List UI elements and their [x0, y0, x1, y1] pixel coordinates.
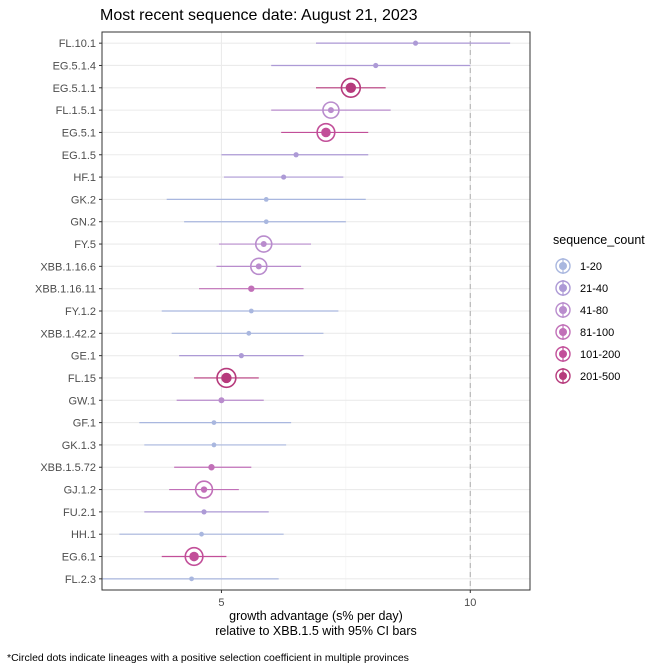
- ring-gj-1-2: [194, 480, 214, 499]
- y-tick-label-xbb-1-42-2: XBB.1.42.2: [40, 328, 96, 340]
- point-gf-1: [211, 420, 217, 425]
- y-tick-label-fl-2-3: FL.2.3: [65, 574, 96, 586]
- point-hf-1: [281, 174, 287, 180]
- y-tick-label-gn-2: GN.2: [70, 217, 96, 229]
- legend-ring-0: [555, 258, 571, 274]
- legend-dot-1: [559, 284, 567, 292]
- ring-xbb-1-16-6: [249, 257, 268, 276]
- y-tick-label-ge-1: GE.1: [71, 351, 96, 363]
- legend-dot-4: [559, 350, 567, 358]
- y-tick-label-gf-1: GF.1: [73, 418, 96, 430]
- y-tick-label-xbb-1-16-6: XBB.1.16.6: [40, 261, 96, 273]
- point-fl-15: [221, 372, 232, 384]
- y-tick-label-xbb-1-16-11: XBB.1.16.11: [35, 284, 96, 296]
- ring-eg-5-1: [316, 122, 336, 143]
- point-fl-1-5-1: [327, 107, 334, 114]
- footnote: *Circled dots indicate lineages with a p…: [7, 652, 409, 664]
- point-gk-2: [263, 197, 269, 202]
- point-gk-1-3: [211, 442, 217, 448]
- y-tick-label-eg-5-1-1: EG.5.1.1: [53, 83, 96, 95]
- point-hh-1: [199, 531, 204, 537]
- point-eg-6-1: [189, 551, 199, 562]
- point-eg-5-1-4: [373, 62, 379, 69]
- y-tick-label-xbb-1-5-72: XBB.1.5.72: [40, 462, 96, 474]
- point-fy-5: [260, 241, 267, 248]
- x-axis-label-line2: relative to XBB.1.5 with 95% CI bars: [215, 624, 416, 638]
- y-tick-label-hf-1: HF.1: [73, 172, 96, 184]
- legend-ring-5: [555, 368, 571, 384]
- x-axis-label-line1: growth advantage (s% per day): [229, 609, 403, 623]
- ring-fl-1-5-1: [322, 101, 340, 119]
- point-xbb-1-5-72: [208, 464, 215, 471]
- point-fy-1-2: [248, 308, 254, 314]
- y-tick-label-eg-6-1: EG.6.1: [62, 552, 96, 564]
- point-xbb-1-16-11: [248, 285, 255, 292]
- legend-dot-2: [559, 306, 567, 314]
- ring-eg-5-1-1: [340, 77, 362, 99]
- data-marks: [102, 40, 511, 582]
- y-tick-label-fl-1-5-1: FL.1.5.1: [56, 105, 96, 117]
- point-gn-2: [263, 219, 269, 225]
- y-tick-label-gk-1-3: GK.1.3: [62, 440, 96, 452]
- y-tick-label-fu-2-1: FU.2.1: [63, 507, 96, 519]
- y-tick-label-fy-5: FY.5: [74, 239, 96, 251]
- y-tick-label-fy-1-2: FY.1.2: [65, 306, 96, 318]
- point-eg-5-1-1: [345, 82, 357, 94]
- x-tick-label-5: 5: [218, 597, 224, 609]
- x-tick-label-10: 10: [464, 597, 476, 609]
- point-eg-5-1: [321, 127, 331, 138]
- point-ge-1: [238, 353, 244, 359]
- y-tick-label-eg-5-1: EG.5.1: [62, 127, 96, 139]
- y-tick-label-fl-15: FL.15: [68, 373, 96, 385]
- point-fl-2-3: [189, 576, 194, 582]
- legend-dot-3: [559, 328, 567, 336]
- ring-fy-5: [254, 235, 273, 253]
- legend-label-2: 41-80: [580, 305, 608, 317]
- grid: [102, 32, 530, 590]
- legend-label-3: 81-100: [580, 327, 614, 339]
- legend: sequence_count 1-20 21-40 41-80 81-100 101-2…: [553, 233, 645, 384]
- ring-fl-15: [216, 367, 237, 389]
- point-fu-2-1: [201, 509, 207, 515]
- legend-label-1: 21-40: [580, 283, 608, 295]
- legend-ring-2: [555, 302, 571, 318]
- point-gw-1: [218, 397, 225, 404]
- ring-eg-6-1: [184, 546, 204, 567]
- legend-dot-0: [559, 262, 567, 270]
- y-tick-label-fl-10-1: FL.10.1: [59, 38, 96, 50]
- legend-ring-1: [555, 280, 571, 296]
- point-fl-10-1: [412, 40, 419, 46]
- legend-ring-3: [555, 324, 571, 340]
- legend-label-5: 201-500: [580, 371, 620, 383]
- point-eg-1-5: [293, 152, 299, 158]
- y-tick-label-hh-1: HH.1: [71, 529, 96, 541]
- legend-ring-4: [555, 346, 571, 362]
- point-gj-1-2: [200, 486, 208, 493]
- legend-label-4: 101-200: [580, 349, 620, 361]
- y-tick-label-gw-1: GW.1: [68, 395, 96, 407]
- point-xbb-1-42-2: [246, 330, 252, 336]
- y-tick-label-eg-5-1-4: EG.5.1.4: [53, 60, 96, 72]
- legend-dot-5: [559, 372, 567, 380]
- y-tick-label-gj-1-2: GJ.1.2: [64, 485, 96, 497]
- chart-title: Most recent sequence date: August 21, 20…: [100, 7, 418, 24]
- x-ticks: 5 10: [218, 590, 476, 609]
- y-tick-label-eg-1-5: EG.1.5: [62, 150, 96, 162]
- point-xbb-1-16-6: [255, 263, 262, 270]
- y-tick-label-gk-2: GK.2: [71, 194, 96, 206]
- legend-label-0: 1-20: [580, 261, 602, 273]
- legend-title: sequence_count: [553, 233, 645, 247]
- y-tick-labels: FL.10.1 EG.5.1.4 EG.5.1.1 FL.1.5.1 EG.5.1 EG.…: [35, 38, 102, 586]
